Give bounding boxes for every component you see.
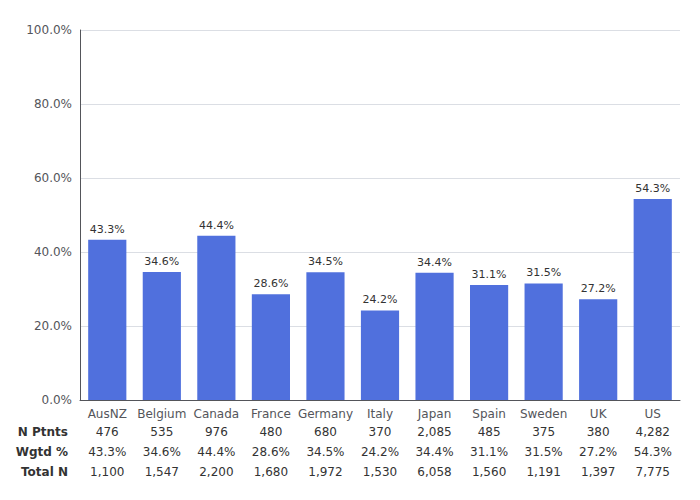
svg-text:476: 476 (96, 425, 119, 439)
svg-text:27.2%: 27.2% (581, 282, 616, 295)
svg-text:24.2%: 24.2% (363, 293, 398, 306)
svg-text:Germany: Germany (298, 407, 353, 421)
svg-text:44.4%: 44.4% (197, 445, 235, 459)
svg-text:34.5%: 34.5% (306, 445, 344, 459)
svg-text:6,058: 6,058 (417, 465, 451, 479)
svg-text:1,680: 1,680 (254, 465, 288, 479)
svg-text:31.5%: 31.5% (526, 266, 561, 279)
svg-text:34.4%: 34.4% (417, 256, 452, 269)
svg-text:7,775: 7,775 (636, 465, 670, 479)
svg-text:485: 485 (478, 425, 501, 439)
svg-text:54.3%: 54.3% (635, 182, 670, 195)
svg-text:N Ptnts: N Ptnts (18, 425, 68, 439)
svg-text:43.3%: 43.3% (88, 445, 126, 459)
svg-text:27.2%: 27.2% (579, 445, 617, 459)
svg-text:480: 480 (259, 425, 282, 439)
svg-text:France: France (251, 407, 291, 421)
svg-text:1,547: 1,547 (145, 465, 179, 479)
svg-text:375: 375 (532, 425, 555, 439)
svg-text:24.2%: 24.2% (361, 445, 399, 459)
svg-text:54.3%: 54.3% (634, 445, 672, 459)
svg-text:34.5%: 34.5% (308, 255, 343, 268)
svg-text:28.6%: 28.6% (252, 445, 290, 459)
svg-text:1,530: 1,530 (363, 465, 397, 479)
svg-text:34.6%: 34.6% (144, 255, 179, 268)
svg-text:Canada: Canada (194, 407, 240, 421)
svg-text:2,200: 2,200 (199, 465, 233, 479)
svg-text:Wgtd %: Wgtd % (16, 445, 68, 459)
svg-text:535: 535 (150, 425, 173, 439)
svg-text:28.6%: 28.6% (253, 277, 288, 290)
svg-text:1,100: 1,100 (90, 465, 124, 479)
svg-text:80.0%: 80.0% (34, 97, 72, 111)
svg-text:34.6%: 34.6% (143, 445, 181, 459)
svg-text:380: 380 (587, 425, 610, 439)
svg-text:2,085: 2,085 (417, 425, 451, 439)
svg-text:31.1%: 31.1% (470, 445, 508, 459)
svg-text:1,191: 1,191 (526, 465, 560, 479)
svg-text:Italy: Italy (367, 407, 393, 421)
svg-text:100.0%: 100.0% (26, 23, 72, 37)
svg-text:4,282: 4,282 (636, 425, 670, 439)
svg-text:34.4%: 34.4% (415, 445, 453, 459)
svg-text:40.0%: 40.0% (34, 245, 72, 259)
svg-text:Total N: Total N (21, 465, 68, 479)
svg-text:44.4%: 44.4% (199, 219, 234, 232)
svg-text:Spain: Spain (472, 407, 506, 421)
svg-text:370: 370 (369, 425, 392, 439)
svg-text:976: 976 (205, 425, 228, 439)
svg-text:0.0%: 0.0% (42, 393, 73, 407)
svg-text:680: 680 (314, 425, 337, 439)
svg-text:1,972: 1,972 (308, 465, 342, 479)
svg-text:US: US (645, 407, 661, 421)
svg-text:60.0%: 60.0% (34, 171, 72, 185)
svg-text:AusNZ: AusNZ (88, 407, 127, 421)
svg-text:43.3%: 43.3% (90, 223, 125, 236)
svg-text:31.5%: 31.5% (525, 445, 563, 459)
svg-text:1,560: 1,560 (472, 465, 506, 479)
svg-text:20.0%: 20.0% (34, 319, 72, 333)
svg-text:UK: UK (590, 407, 608, 421)
svg-text:Sweden: Sweden (520, 407, 567, 421)
svg-text:Belgium: Belgium (137, 407, 186, 421)
svg-text:1,397: 1,397 (581, 465, 615, 479)
svg-text:31.1%: 31.1% (472, 268, 507, 281)
svg-text:Japan: Japan (417, 407, 451, 421)
